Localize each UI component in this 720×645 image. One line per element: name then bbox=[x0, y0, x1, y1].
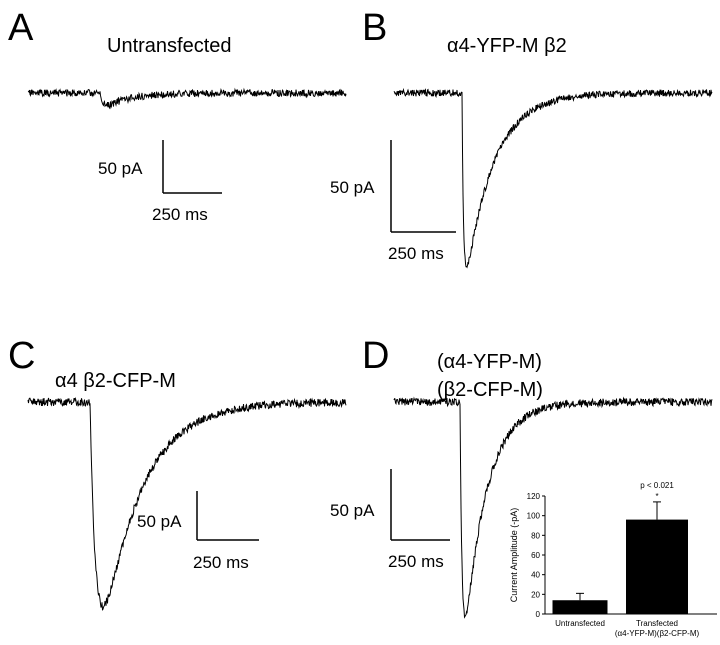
inset-y-tick-label: 40 bbox=[531, 571, 540, 580]
inset-y-tick-label: 80 bbox=[531, 531, 540, 540]
scale-label-a-time: 250 ms bbox=[152, 205, 208, 224]
scale-label-a-current: 50 pA bbox=[98, 159, 143, 178]
inset-category-sublabel-transfected: (α4-YFP-M)(β2-CFP-M) bbox=[615, 629, 700, 638]
panel-b-title: α4-YFP-M β2 bbox=[447, 35, 567, 57]
scale-label-c-time: 250 ms bbox=[193, 553, 249, 572]
trace-a4-b2-cfp-m bbox=[27, 396, 347, 611]
panel-d-title-line2: (β2-CFP-M) bbox=[437, 379, 543, 401]
scale-label-d-current: 50 pA bbox=[330, 501, 375, 520]
panel-d: D (α4-YFP-M) (β2-CFP-M) 50 pA 250 ms 0 20… bbox=[330, 335, 717, 638]
inset-y-tick-label: 120 bbox=[527, 492, 541, 501]
panel-letter-c: C bbox=[8, 335, 35, 377]
inset-bar-transfected bbox=[626, 519, 688, 614]
scale-label-d-time: 250 ms bbox=[388, 552, 444, 571]
inset-significance-star: * bbox=[655, 492, 658, 501]
panel-c-title: α4 β2-CFP-M bbox=[55, 370, 176, 392]
panel-letter-d: D bbox=[362, 335, 389, 377]
panel-letter-b: B bbox=[362, 7, 387, 49]
scale-label-b-time: 250 ms bbox=[388, 244, 444, 263]
trace-a4-yfp-m-b2 bbox=[393, 87, 713, 269]
panel-d-title-line1: (α4-YFP-M) bbox=[437, 351, 542, 373]
trace-untransfected bbox=[27, 87, 347, 110]
inset-p-value: p < 0.021 bbox=[640, 481, 674, 490]
trace-a4-yfp-m-b2-cfp-m bbox=[393, 396, 713, 619]
panel-letter-a: A bbox=[8, 7, 34, 49]
inset-y-tick-label: 100 bbox=[527, 512, 541, 521]
scale-label-b-current: 50 pA bbox=[330, 178, 375, 197]
panel-b: B α4-YFP-M β2 50 pA 250 ms bbox=[330, 7, 713, 269]
inset-y-ticks: 0 20 40 60 80 100 120 bbox=[527, 492, 545, 619]
panel-a: A Untransfected 50 pA 250 ms bbox=[8, 7, 347, 224]
inset-y-label: Current Amplitude (-pA) bbox=[509, 508, 519, 603]
scale-label-c-current: 50 pA bbox=[137, 512, 182, 531]
inset-category-label-untransfected: Untransfected bbox=[555, 619, 605, 628]
inset-category-label-transfected: Transfected bbox=[636, 619, 678, 628]
panel-c: C α4 β2-CFP-M 50 pA 250 ms bbox=[8, 335, 347, 611]
panel-a-title: Untransfected bbox=[107, 35, 232, 57]
inset-y-tick-label: 60 bbox=[531, 551, 540, 560]
inset-y-tick-label: 20 bbox=[531, 590, 540, 599]
inset-bars bbox=[552, 501, 688, 614]
inset-y-tick-label: 0 bbox=[536, 610, 541, 619]
inset-bar-untransfected bbox=[552, 600, 608, 614]
